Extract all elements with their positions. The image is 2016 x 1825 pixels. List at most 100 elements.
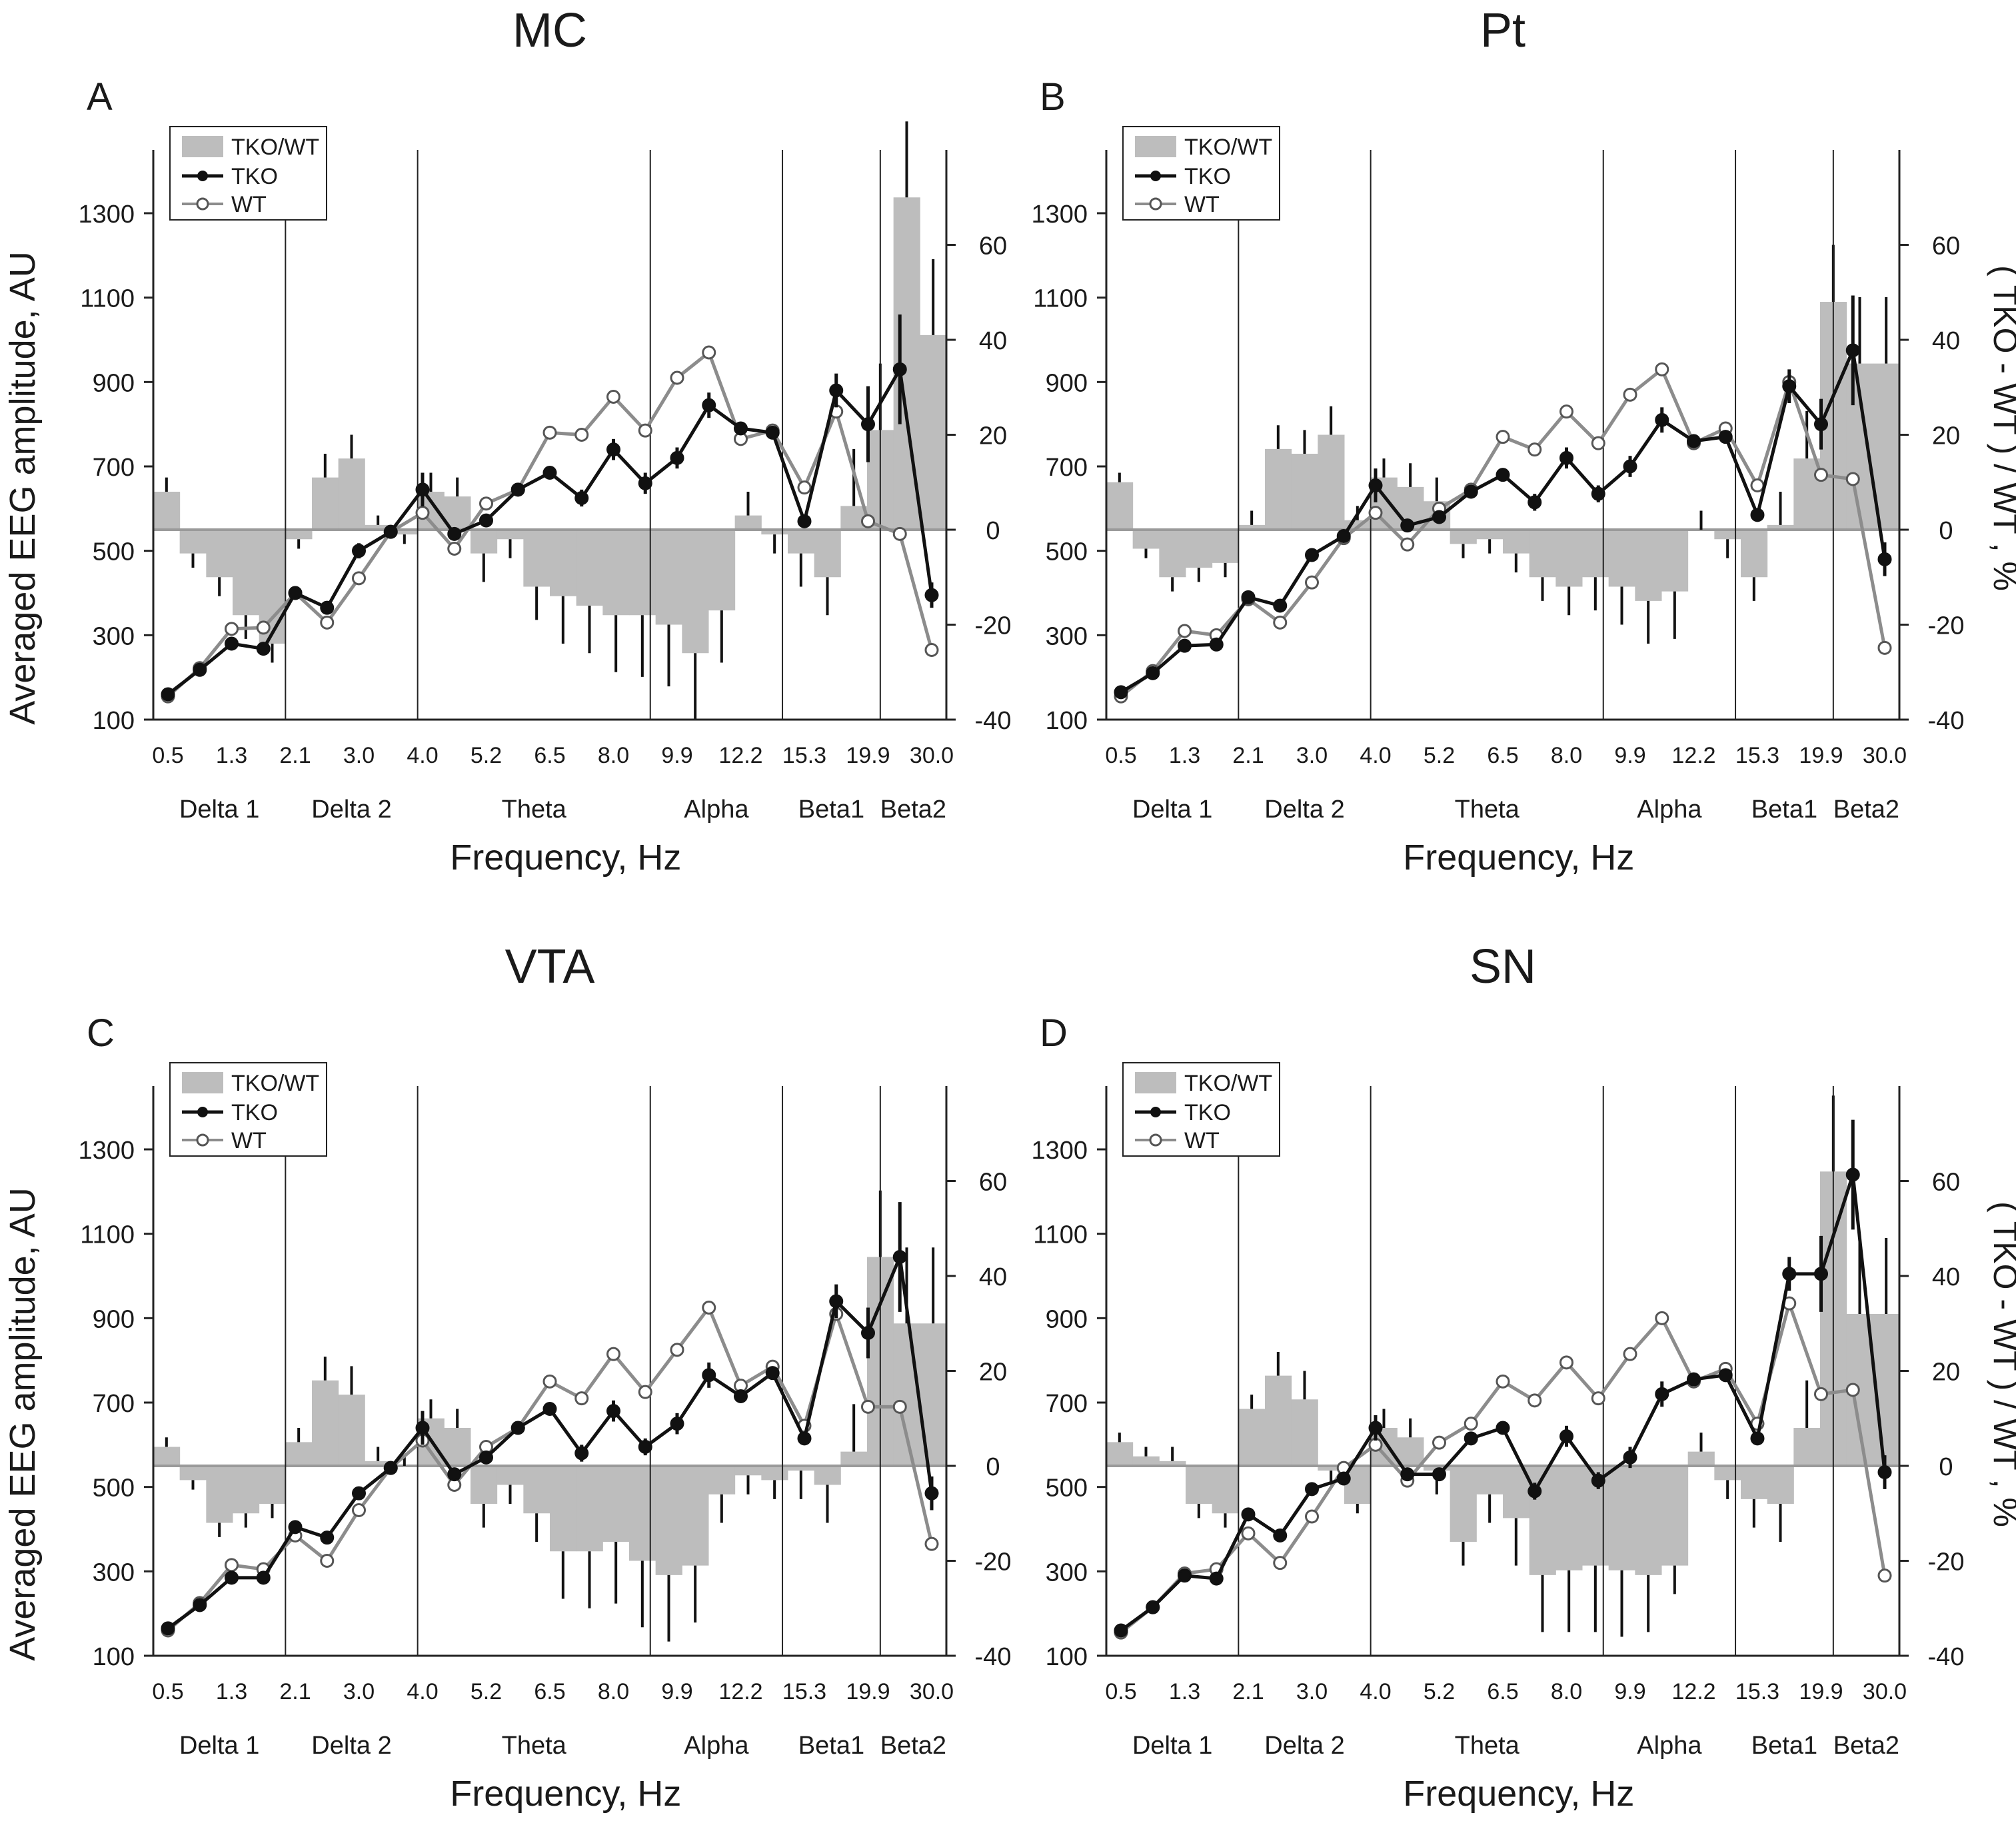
x-tick-label: 30.0: [1863, 743, 1907, 768]
x-tick-label: 2.1: [1232, 1679, 1264, 1704]
legend-label: TKO: [231, 1100, 278, 1125]
tko-point: [320, 1530, 335, 1545]
y-axis-title-left: Averaged EEG amplitude, AU: [3, 251, 43, 724]
tko-line: [1120, 1174, 1887, 1632]
tko-wt-bar: [1291, 454, 1318, 530]
x-tick-label: 19.9: [1799, 743, 1843, 768]
tko-series: [1114, 295, 1892, 700]
right-tick-label: -20: [1928, 1548, 1965, 1576]
left-tick-label: 1300: [78, 201, 135, 229]
right-tick-label: 20: [979, 422, 1007, 450]
tko-point: [1687, 434, 1701, 448]
left-tick-label: 100: [1046, 707, 1088, 735]
wt-point: [702, 345, 716, 360]
band-label: Beta1: [1751, 1732, 1817, 1760]
tko-point: [1305, 1482, 1319, 1497]
tko-wt-bar: [153, 492, 181, 530]
tko-point: [1655, 1387, 1669, 1401]
x-tick-label: 5.2: [471, 1679, 502, 1704]
tko-point: [638, 476, 652, 490]
legend-label: TKO: [231, 164, 278, 189]
tko-point: [479, 513, 493, 528]
tko-point: [1718, 1368, 1733, 1383]
tko-wt-bar: [840, 1451, 868, 1466]
tko-wt-bar: [550, 530, 577, 596]
x-tick-label: 1.3: [216, 1679, 247, 1704]
left-tick-label: 100: [93, 707, 135, 735]
band-label: Theta: [502, 1732, 567, 1760]
tko-point: [1178, 638, 1192, 653]
panel-letter: A: [87, 75, 113, 119]
wt-point: [225, 1558, 239, 1572]
right-tick-label: 0: [986, 517, 1000, 545]
x-tick-label: 9.9: [661, 1679, 692, 1704]
tko-wt-bar: [1159, 1461, 1186, 1466]
tko-point: [924, 1486, 939, 1501]
tko-wt-bar: [1529, 530, 1556, 578]
tko-wt-bar: [1582, 530, 1609, 578]
right-tick-label: 40: [979, 327, 1007, 355]
wt-point: [606, 1347, 620, 1361]
tko-point: [1273, 1528, 1288, 1542]
tko-point: [256, 642, 271, 656]
right-tick-label: -40: [975, 1643, 1012, 1671]
band-label: Delta 1: [179, 1732, 259, 1760]
legend-label: TKO/WT: [1184, 1071, 1272, 1096]
x-tick-label: 15.3: [1735, 743, 1779, 768]
tko-point: [1496, 1421, 1510, 1435]
tko-point: [1527, 1484, 1542, 1499]
x-tick-label: 19.9: [846, 743, 890, 768]
tko-point: [161, 1621, 175, 1636]
x-tick-label: 8.0: [598, 743, 629, 768]
tko-wt-bar: [602, 530, 630, 616]
tko-point: [1814, 417, 1828, 432]
wt-point: [1655, 1311, 1669, 1325]
left-tick-label: 900: [1046, 1305, 1088, 1333]
tko-wt-bar: [1106, 1442, 1134, 1466]
wt-point: [1496, 1374, 1510, 1389]
wt-point: [1527, 1393, 1542, 1408]
wt-point: [638, 1385, 652, 1399]
left-tick-label: 700: [1046, 1390, 1088, 1418]
x-tick-label: 2.1: [1232, 743, 1264, 768]
tko-wt-bar: [1450, 1466, 1477, 1542]
tko-wt-bar: [761, 530, 788, 535]
wt-point: [1464, 1417, 1478, 1431]
tko-point: [320, 600, 335, 615]
band-label: Beta1: [798, 796, 864, 824]
tko-wt-bar: [1555, 1466, 1583, 1570]
tko-point: [1241, 1507, 1256, 1522]
tko-wt-bar: [153, 1447, 181, 1466]
tko-point: [574, 491, 589, 505]
x-axis-title: Frequency, Hz: [450, 1774, 681, 1814]
wt-point: [1368, 1437, 1383, 1452]
left-tick-label: 700: [1046, 454, 1088, 482]
band-label: Alpha: [1637, 1732, 1702, 1760]
tko-point: [542, 466, 557, 480]
x-tick-label: 19.9: [1799, 1679, 1843, 1704]
x-axis-title: Frequency, Hz: [1403, 838, 1634, 878]
band-label: Delta 1: [1132, 796, 1212, 824]
tko-point: [1591, 486, 1605, 501]
legend: TKO/WT TKO WT: [169, 126, 327, 221]
left-tick-label: 500: [1046, 1475, 1088, 1503]
tko-point: [734, 421, 748, 436]
tko-wt-bar: [1476, 1466, 1504, 1495]
wt-point: [1877, 640, 1892, 655]
tko-wt-bar: [708, 1466, 736, 1495]
wt-point: [1559, 1355, 1573, 1370]
wt-line: [167, 349, 934, 698]
tko-point: [288, 1520, 303, 1534]
tko-point: [1814, 1267, 1828, 1281]
tko-point: [892, 362, 907, 376]
x-tick-label: 15.3: [1735, 1679, 1779, 1704]
y-axis-title-right: ( TKO - WT ) / WT , %: [1987, 1201, 2016, 1527]
panel-letter: B: [1040, 75, 1066, 119]
tko-point: [352, 544, 366, 558]
tko-wt-bar: [761, 1466, 788, 1481]
wt-point: [542, 1374, 557, 1389]
wt-point: [1273, 615, 1288, 630]
tko-wt-bar: [1661, 1466, 1689, 1566]
x-axis-title: Frequency, Hz: [1403, 1774, 1634, 1814]
x-tick-label: 4.0: [1360, 743, 1391, 768]
